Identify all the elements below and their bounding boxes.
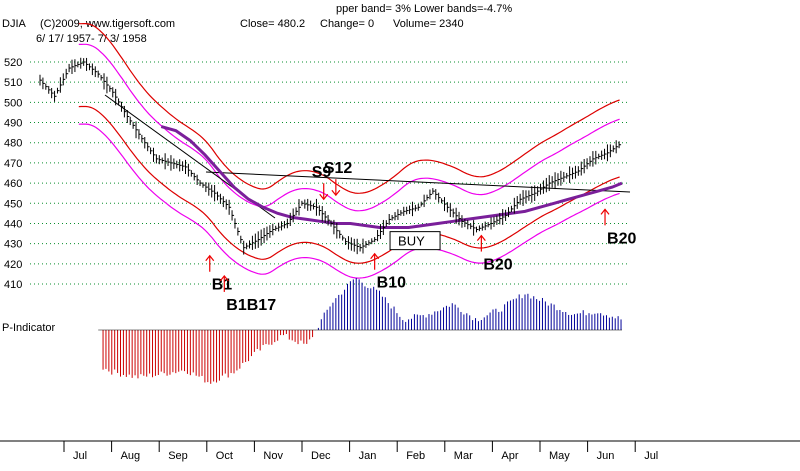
buy-arrow-head [205, 254, 215, 262]
copyright-text: (C)2009, www.tigersoft.com [40, 18, 175, 30]
y-tick-label: 510 [4, 77, 22, 89]
bands-text: pper band= 3% Lower bands=-4.7% [336, 3, 512, 15]
x-tick-label: Feb [406, 450, 425, 462]
moving-average [160, 125, 623, 229]
y-tick-label: 520 [4, 57, 22, 69]
sell-arrow-head [319, 193, 329, 201]
signal-label: BUY [398, 234, 425, 249]
y-tick-label: 420 [4, 259, 22, 271]
x-tick-label: Dec [311, 450, 331, 462]
buy-arrow-head [370, 252, 380, 260]
x-tick-label: Sep [168, 450, 188, 462]
envelope-bands [78, 23, 620, 279]
close-text: Close= 480.2 [240, 18, 305, 30]
x-tick-label: Oct [216, 450, 233, 462]
trend-line-flat [205, 171, 631, 193]
y-tick-label: 450 [4, 198, 22, 210]
price-bars [39, 57, 622, 255]
buy-box [389, 231, 441, 251]
y-tick-label: 440 [4, 218, 22, 230]
x-tick-label: Jul [644, 450, 658, 462]
signal-label: B20 [483, 257, 512, 274]
moving-average-line [160, 125, 623, 229]
x-axis: Jul Aug Sep Oct Nov Dec Jan Feb Mar Apr May Jun Jul [63, 441, 658, 462]
x-tick-label: Mar [454, 450, 473, 462]
y-tick-label: 470 [4, 158, 22, 170]
x-tick-label: May [549, 450, 570, 462]
volume-text: Volume= 2340 [393, 18, 464, 30]
ticker-label: DJIA [2, 18, 27, 30]
x-tick-label: Jul [73, 450, 87, 462]
y-tick-label: 480 [4, 138, 22, 150]
change-text: Change= 0 [320, 18, 374, 30]
upper-band-inner [78, 43, 620, 212]
upper-band-outer [78, 23, 620, 194]
x-tick-label: Jan [359, 450, 377, 462]
y-tick-label: 430 [4, 239, 22, 251]
p-indicator-histogram [98, 277, 622, 384]
price-grid [30, 61, 630, 285]
indicator-label: P-Indicator [2, 322, 56, 334]
signal-label: B1 [212, 277, 233, 294]
buy-arrow-head [219, 274, 229, 282]
y-axis: 410 420 430 440 450 460 470 480 490 500 510 520 [4, 57, 22, 291]
x-tick-label: Apr [501, 450, 518, 462]
x-tick-label: Jun [597, 450, 615, 462]
lower-band-inner [78, 105, 620, 264]
signal-label: S9 [312, 164, 332, 181]
buy-arrow-head [476, 234, 486, 241]
y-tick-label: 490 [4, 118, 22, 130]
y-tick-label: 410 [4, 279, 22, 291]
y-tick-label: 460 [4, 178, 22, 190]
x-tick-label: Nov [263, 450, 283, 462]
signal-label: S12 [324, 160, 353, 177]
date-range-text: 6/ 17/ 1957- 7/ 3/ 1958 [36, 33, 147, 45]
y-tick-label: 500 [4, 97, 22, 109]
buy-arrow-head [600, 208, 610, 215]
signal-label: B1B17 [226, 297, 276, 314]
signal-label: B10 [377, 275, 406, 292]
signal-label: B20 [607, 230, 636, 247]
sell-arrow-head [331, 189, 341, 197]
x-tick-label: Aug [121, 450, 141, 462]
lower-band-outer [78, 123, 620, 279]
